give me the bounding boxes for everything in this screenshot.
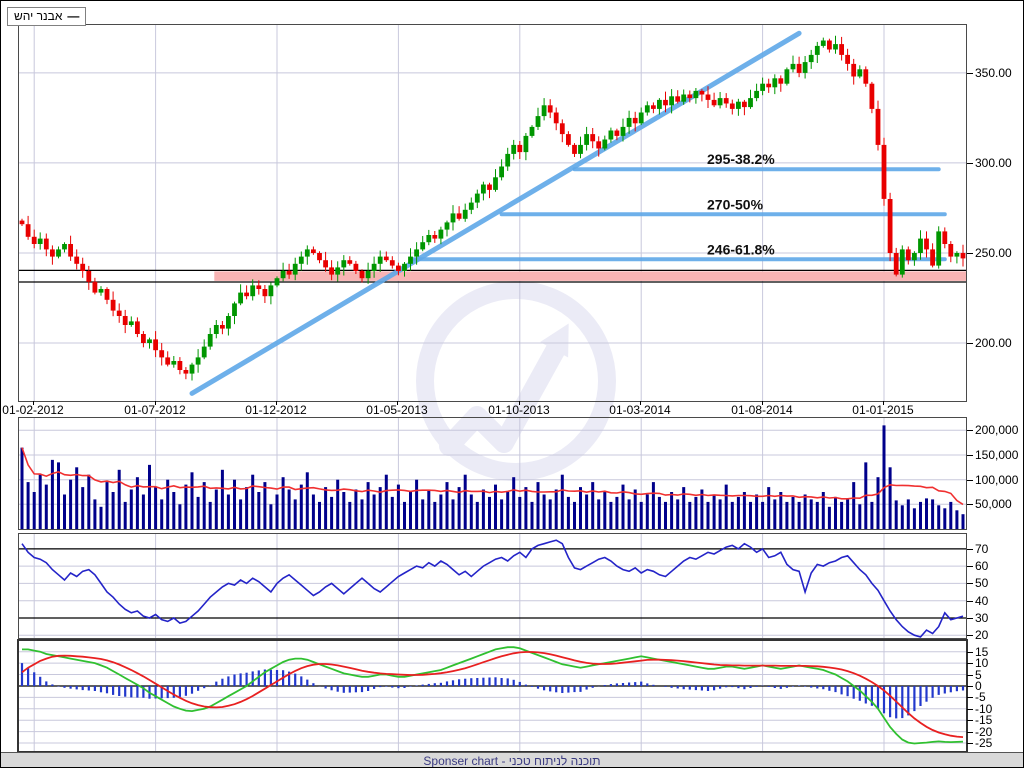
symbol-name-label: אבנר יהש	[14, 9, 63, 23]
axis-tick	[967, 601, 973, 602]
volume-canvas[interactable]	[19, 418, 966, 529]
volume-axis-label: 50,000	[975, 497, 1012, 511]
watermark-logo-icon	[416, 281, 616, 481]
price-chart-panel[interactable]: 295-38.2% 270-50% 246-61.8%	[18, 24, 967, 402]
axis-tick	[967, 549, 973, 550]
date-label: 01-03-2014	[609, 403, 671, 417]
rsi-axis-label: 30	[975, 611, 989, 625]
axis-tick	[967, 163, 973, 164]
macd-axis-label: 0	[975, 679, 982, 693]
date-label: 01-05-2013	[366, 403, 428, 417]
rsi-axis-label: 70	[975, 542, 989, 556]
date-label: 01-02-2012	[2, 403, 64, 417]
rsi-panel[interactable]	[18, 533, 967, 639]
date-label: 01-10-2013	[488, 403, 550, 417]
macd-canvas[interactable]	[19, 641, 966, 751]
macd-axis-label: 5	[975, 668, 982, 682]
volume-axis-label: 150,000	[975, 448, 1019, 462]
rsi-axis-label: 20	[975, 628, 989, 642]
axis-tick	[967, 455, 973, 456]
price-axis-label: 350.00	[975, 66, 1012, 80]
macd-panel[interactable]	[17, 639, 968, 753]
macd-axis-label: 15	[975, 645, 989, 659]
svg-text:246-61.8%: 246-61.8%	[707, 241, 775, 257]
date-tick	[883, 401, 884, 405]
axis-tick	[967, 343, 973, 344]
price-axis-label: 200.00	[975, 336, 1012, 350]
axis-tick	[967, 73, 973, 74]
sponser-logo-watermark	[406, 271, 626, 496]
legend-line-marker: —	[67, 9, 80, 23]
svg-text:295-38.2%: 295-38.2%	[707, 151, 775, 167]
macd-axis-label: 10	[975, 656, 989, 670]
macd-axis-label: -5	[975, 690, 986, 704]
axis-tick	[967, 430, 973, 431]
axis-tick	[967, 686, 973, 687]
macd-axis-label: -10	[975, 702, 993, 716]
macd-axis-label: -25	[975, 736, 993, 750]
rsi-axis-label: 60	[975, 559, 989, 573]
axis-tick	[967, 583, 973, 584]
rsi-axis-label: 50	[975, 576, 989, 590]
date-label: 01-08-2014	[731, 403, 793, 417]
date-label: 01-07-2012	[124, 403, 186, 417]
axis-tick	[967, 618, 973, 619]
volume-axis-label: 100,000	[975, 473, 1019, 487]
rsi-axis-label: 40	[975, 594, 989, 608]
footer-brand-text: Sponser chart - תוכנה לניתוח טכני	[423, 754, 601, 768]
axis-tick	[967, 675, 973, 676]
date-tick	[640, 401, 641, 405]
macd-axis-label: -15	[975, 713, 993, 727]
date-tick	[33, 401, 34, 405]
axis-tick	[967, 732, 973, 733]
axis-tick	[967, 480, 973, 481]
svg-text:270-50%: 270-50%	[707, 196, 764, 212]
date-tick	[762, 401, 763, 405]
axis-tick	[967, 743, 973, 744]
axis-tick	[967, 709, 973, 710]
footer-bar: Sponser chart - תוכנה לניתוח טכני	[1, 752, 1023, 768]
date-tick	[276, 401, 277, 405]
axis-tick	[967, 635, 973, 636]
date-label: 01-01-2015	[852, 403, 914, 417]
axis-tick	[967, 504, 973, 505]
price-axis-label: 250.00	[975, 246, 1012, 260]
price-axis-label: 300.00	[975, 156, 1012, 170]
date-tick	[155, 401, 156, 405]
date-label: 01-12-2012	[245, 403, 307, 417]
axis-tick	[967, 663, 973, 664]
price-chart-canvas[interactable]: 295-38.2% 270-50% 246-61.8%	[19, 25, 966, 401]
macd-axis-label: -20	[975, 725, 993, 739]
symbol-legend-chip[interactable]: אבנר יהש —	[7, 7, 87, 26]
axis-tick	[967, 566, 973, 567]
date-tick	[397, 401, 398, 405]
axis-tick	[967, 652, 973, 653]
volume-panel[interactable]	[18, 417, 967, 530]
axis-tick	[967, 697, 973, 698]
rsi-canvas[interactable]	[19, 534, 966, 638]
date-tick	[519, 401, 520, 405]
axis-tick	[967, 720, 973, 721]
axis-tick	[967, 253, 973, 254]
volume-axis-label: 200,000	[975, 423, 1019, 437]
